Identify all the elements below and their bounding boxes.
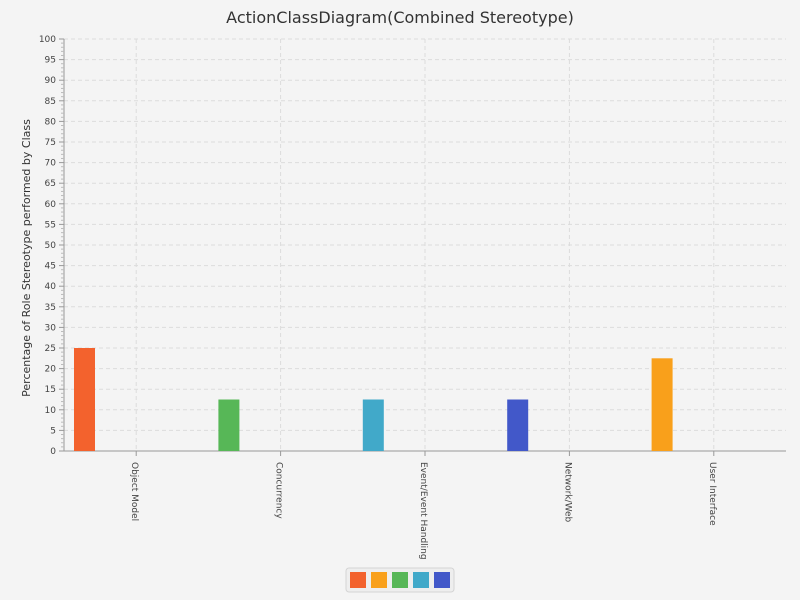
y-tick-label: 90 [45, 76, 57, 86]
y-tick-label: 5 [50, 426, 56, 436]
x-category-label: Network/Web [562, 462, 572, 523]
y-tick-label: 70 [45, 159, 57, 169]
bar[interactable] [651, 358, 673, 451]
y-tick-label: 0 [50, 447, 56, 457]
x-categories: Object Model Concurrency Event/Event Handl… [129, 462, 717, 560]
x-category-label: Object Model [129, 462, 139, 521]
y-axis-label: Percentage of Role Stereotype performed … [20, 119, 33, 397]
y-tick-label: 85 [45, 97, 56, 107]
y-tick-label: 25 [45, 344, 56, 354]
legend-swatch[interactable] [413, 572, 429, 588]
y-tick-label: 95 [45, 56, 56, 66]
legend-swatch[interactable] [350, 572, 366, 588]
bars [74, 348, 673, 451]
y-tick-label: 100 [39, 35, 56, 45]
y-tick-label: 20 [45, 365, 57, 375]
x-category-label: Event/Event Handling [418, 462, 428, 560]
legend [345, 567, 455, 593]
grid-lines [64, 38, 786, 451]
y-ticks: 0 5 10 15 20 25 30 35 40 45 50 55 60 65 70 75 80 85 90 95 10… [39, 35, 64, 457]
legend-swatch[interactable] [371, 572, 387, 588]
bar[interactable] [218, 399, 240, 452]
y-tick-label: 80 [45, 117, 57, 127]
legend-swatch[interactable] [434, 572, 450, 588]
y-tick-label: 30 [45, 323, 57, 333]
y-tick-label: 10 [45, 406, 57, 416]
y-tick-label: 15 [45, 385, 56, 395]
x-category-label: Concurrency [274, 462, 284, 519]
x-category-label: User Interface [707, 462, 717, 526]
legend-swatch[interactable] [392, 572, 408, 588]
chart-title: ActionClassDiagram(Combined Stereotype) [226, 8, 574, 27]
bar[interactable] [362, 399, 384, 452]
y-tick-label: 55 [45, 220, 56, 230]
y-tick-label: 40 [45, 282, 57, 292]
y-tick-label: 45 [45, 262, 56, 272]
y-tick-label: 75 [45, 138, 56, 148]
bar[interactable] [74, 348, 95, 451]
y-tick-label: 65 [45, 179, 56, 189]
y-tick-label: 35 [45, 303, 56, 313]
bar[interactable] [507, 399, 529, 452]
y-tick-label: 50 [45, 241, 57, 251]
y-tick-label: 60 [45, 200, 57, 210]
axes [63, 39, 786, 456]
